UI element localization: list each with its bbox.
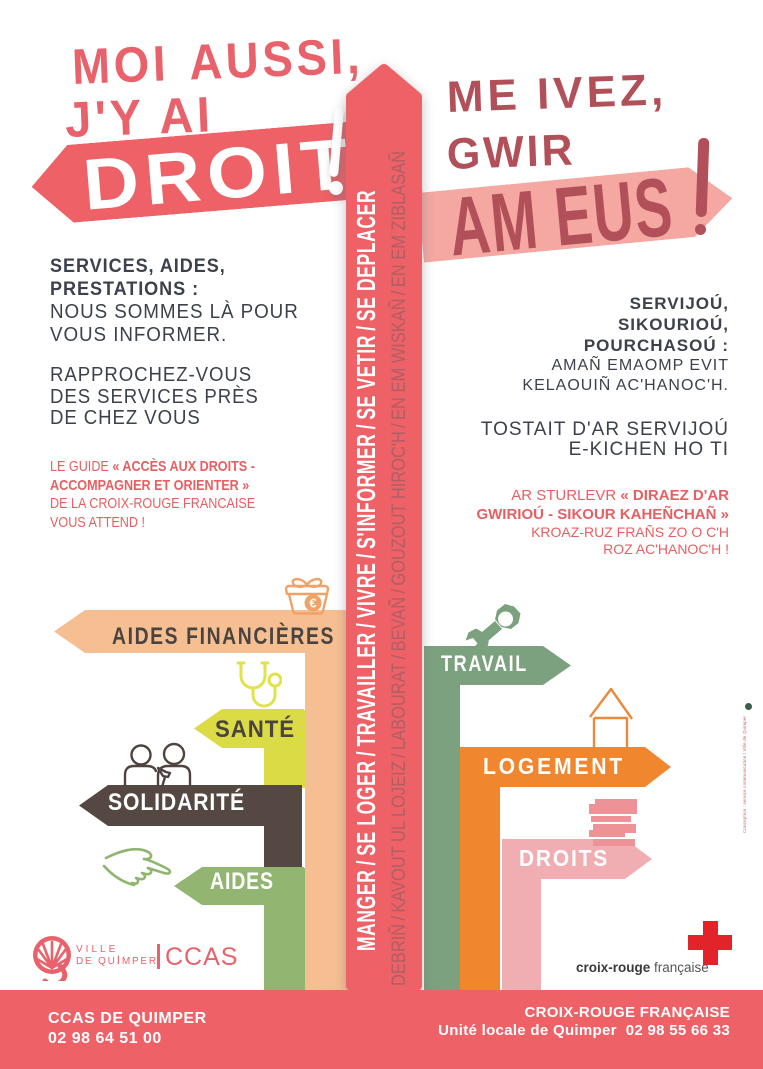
svg-text:€: € [309, 596, 316, 611]
